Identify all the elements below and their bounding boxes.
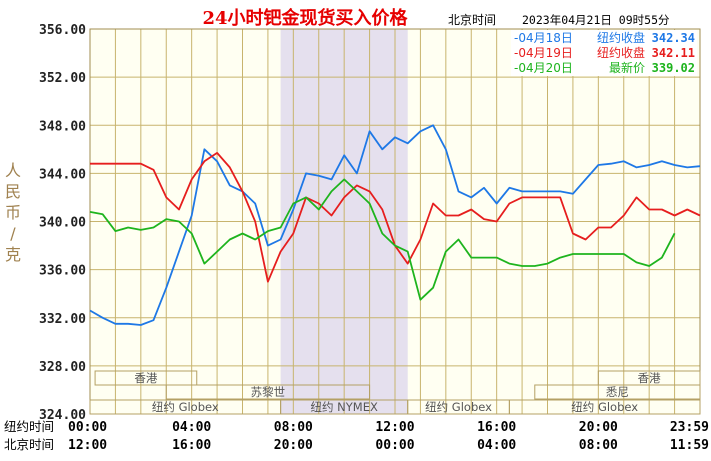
y-tick-label: 356.00 xyxy=(39,23,86,38)
session-band-label: 香港 xyxy=(638,371,661,385)
y-axis-label-char: 克 xyxy=(5,245,21,264)
y-tick-label: 340.00 xyxy=(39,216,86,231)
legend-value: 342.34 xyxy=(652,31,695,45)
legend-kind: 纽约收盘 xyxy=(597,30,645,45)
y-tick-label: 352.00 xyxy=(39,71,86,86)
x-row-label: 纽约时间 xyxy=(4,419,54,434)
price-series xyxy=(89,124,701,326)
session-band-label: 苏黎世 xyxy=(251,385,286,399)
y-axis-label-char: 民 xyxy=(5,182,21,201)
session-band xyxy=(508,399,701,415)
x-tick-label: 04:00 xyxy=(172,420,211,435)
x-tick-label: 16:00 xyxy=(172,438,211,453)
y-tick-label: 336.00 xyxy=(39,264,86,279)
x-tick-label: 08:00 xyxy=(274,420,313,435)
y-axis-label-char: 币 xyxy=(5,203,21,222)
legend-date: -04月19日 xyxy=(514,46,573,60)
x-tick-label: 11:59 xyxy=(670,438,709,453)
x-tick-label: 12:00 xyxy=(375,420,414,435)
grid-lines xyxy=(89,28,701,415)
y-tick-label: 348.00 xyxy=(39,119,86,134)
session-band xyxy=(94,370,198,386)
x-tick-label: 08:00 xyxy=(579,438,618,453)
session-band-label: 纽约 Globex xyxy=(152,400,219,414)
x-row-label: 北京时间 xyxy=(4,437,54,452)
session-band-label: 纽约 NYMEX xyxy=(310,400,377,414)
legend-box xyxy=(511,30,697,76)
x-tick-label: 04:00 xyxy=(477,438,516,453)
session-band-label: 纽约 Globex xyxy=(425,400,492,414)
legend-date: -04月20日 xyxy=(514,61,573,75)
axes: 356.00 352.00 348.00 344.00 340.00 336.00 332.… xyxy=(4,23,709,453)
legend-kind: 最新价 xyxy=(609,60,645,75)
legend-value: 339.02 xyxy=(652,61,695,75)
legend-date: -04月18日 xyxy=(514,31,573,45)
session-band-label: 悉尼 xyxy=(606,385,629,399)
y-tick-label: 332.00 xyxy=(39,312,86,327)
session-band-label: 香港 xyxy=(134,371,157,385)
x-tick-label: 16:00 xyxy=(477,420,516,435)
y-tick-label: 328.00 xyxy=(39,360,86,375)
session-band xyxy=(534,384,701,400)
header-time-zone: 北京时间 xyxy=(448,13,496,27)
legend: -04月18日 纽约收盘 342.34-04月19日 纽约收盘 342.11-04月20… xyxy=(511,30,697,76)
x-tick-label: 00:00 xyxy=(68,420,107,435)
legend-kind: 纽约收盘 xyxy=(597,45,645,60)
x-tick-label: 20:00 xyxy=(274,438,313,453)
header-timestamp: 2023年04月21日 09时55分 xyxy=(522,13,670,27)
y-axis-label-char: 人 xyxy=(5,161,21,180)
x-tick-label: 12:00 xyxy=(68,438,107,453)
x-tick-label: 23:59 xyxy=(670,420,709,435)
y-axis-label: 人民币 / 克 xyxy=(5,161,21,264)
x-tick-label: 20:00 xyxy=(579,420,618,435)
y-tick-label: 324.00 xyxy=(39,408,86,423)
series-line xyxy=(89,178,676,301)
x-tick-label: 00:00 xyxy=(375,438,414,453)
legend-value: 342.11 xyxy=(652,46,695,60)
chart-title: 24小时钯金现货买入价格 xyxy=(202,7,408,29)
session-band-label: 纽约 Globex xyxy=(571,400,638,414)
series-line xyxy=(89,124,701,326)
y-tick-label: 344.00 xyxy=(39,167,86,182)
session-band xyxy=(165,384,371,400)
y-axis-label-char: / xyxy=(10,224,16,243)
